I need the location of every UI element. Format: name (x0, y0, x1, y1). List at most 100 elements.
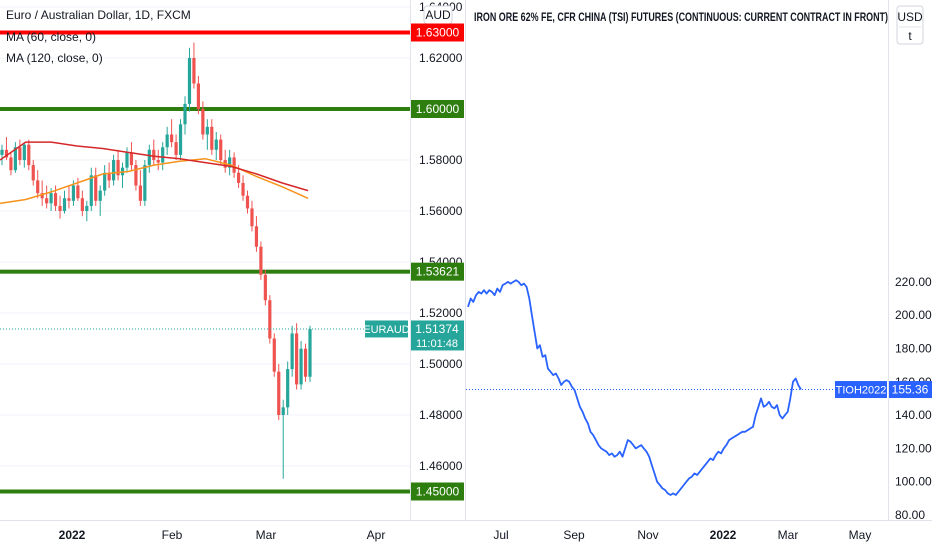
candle (205, 119, 209, 150)
currency-label-aud: AUD (425, 8, 451, 22)
left-price-tick-label: 1.62000 (419, 51, 463, 65)
candle-body (0, 149, 4, 155)
candle (111, 154, 116, 186)
left-time-tick-label: Feb (162, 528, 183, 542)
right-price-tick-label: 220.00 (895, 275, 932, 289)
iron-ore-chart-panel: IRON ORE 62% FE, CFR CHINA (TSI) FUTURES… (465, 0, 932, 542)
candle (40, 180, 44, 206)
candle-body (174, 142, 178, 155)
level-price-label: 1.45000 (411, 482, 464, 501)
horizontal-level-line[interactable] (0, 269, 410, 274)
candle (165, 126, 169, 155)
candle-body (277, 371, 281, 415)
candle-body (232, 157, 236, 173)
candle-body (98, 190, 102, 201)
candle (152, 139, 156, 166)
right-time-tick-label: May (849, 528, 872, 542)
candle-body (45, 198, 49, 204)
iron-ore-last-price-bg (889, 381, 932, 399)
candle-body (259, 246, 263, 275)
candle-body (161, 147, 165, 163)
candle (183, 96, 187, 135)
left-price-tick-label: 1.56000 (419, 204, 463, 218)
candle (250, 200, 254, 232)
candle-body (156, 160, 160, 163)
candle-body (245, 195, 250, 209)
moving-average-line (0, 157, 309, 205)
candle-body (147, 149, 151, 166)
left-moving-averages (0, 141, 309, 205)
symbol-name: EURAUD (363, 324, 410, 336)
candle-body (192, 58, 196, 84)
candle-body (236, 172, 241, 183)
right-price-tick-label: 180.00 (895, 342, 932, 356)
candle-body (53, 193, 58, 206)
candle-countdown: 11:01:48 (416, 338, 458, 350)
candle-body (31, 165, 35, 181)
currency-badge-aud[interactable]: AUD (423, 5, 453, 25)
left-price-tick-label: 1.50000 (419, 357, 463, 371)
candle-body (111, 160, 116, 181)
indicator-ma120: MA (120, close, 0) (6, 51, 103, 65)
candle (58, 195, 62, 219)
candle (196, 75, 201, 115)
candle-body (201, 109, 205, 135)
candle-body (286, 369, 290, 408)
candle-body (308, 329, 312, 377)
candle (98, 185, 102, 217)
iron-ore-symbol-name: TIOH2022 (836, 385, 887, 397)
right-time-tick-label: 2022 (710, 528, 737, 542)
candle-body (268, 300, 272, 339)
horizontal-level-line[interactable] (0, 30, 410, 35)
candle (219, 134, 223, 166)
candle-body (85, 205, 89, 211)
level-price-label-bg (411, 100, 464, 118)
chart-title: Euro / Australian Dollar, 1D, FXCM (6, 8, 191, 22)
left-price-tick-label: 1.52000 (419, 306, 463, 320)
panel-divider (465, 0, 466, 520)
candle-body (152, 149, 156, 160)
candle (295, 323, 299, 390)
left-price-tick-label: 1.46000 (419, 459, 463, 473)
candle (62, 190, 67, 214)
right-price-tick-label: 80.00 (895, 508, 925, 522)
horizontal-level-line[interactable] (0, 489, 410, 494)
candle (107, 162, 111, 189)
right-price-axis: 80.00100.00120.00140.00160.00180.00200.0… (895, 275, 932, 522)
iron-ore-symbol-tag-bg (835, 381, 887, 399)
candle (9, 152, 13, 176)
level-price-label-bg (411, 23, 464, 42)
candle-body (214, 139, 218, 150)
candle (129, 142, 134, 171)
left-time-tick-label: 2022 (59, 528, 86, 542)
candle-body (241, 182, 245, 196)
candle-body (303, 348, 308, 377)
left-plot-area (0, 0, 410, 520)
iron-ore-last-price-tag: 155.36 (889, 381, 932, 399)
candle-body (103, 172, 107, 191)
candle (80, 190, 84, 217)
candle (263, 269, 267, 306)
candle-body (76, 185, 80, 199)
candle-body (210, 126, 214, 150)
candle-body (228, 157, 232, 168)
candle (272, 333, 276, 377)
candle-body (187, 58, 192, 104)
currency-unit-t: t (908, 29, 912, 43)
left-price-axis: 1.460001.480001.500001.520001.540001.560… (419, 0, 463, 473)
last-price-tag-bg (411, 320, 464, 351)
candle-body (58, 205, 62, 211)
left-horizontal-levels (0, 30, 410, 494)
currency-badge-usd-frame (896, 5, 924, 45)
currency-badge-usd[interactable]: USD t (896, 5, 924, 45)
right-time-tick-label: Nov (637, 528, 658, 542)
horizontal-level-line[interactable] (0, 107, 410, 111)
candle (232, 152, 236, 178)
candle (241, 175, 245, 201)
candle-body (178, 124, 183, 155)
candle-body (62, 198, 67, 211)
candle-body (263, 274, 267, 301)
candle-body (49, 193, 53, 204)
candle (303, 343, 308, 382)
right-price-tick-label: 120.00 (895, 441, 932, 455)
